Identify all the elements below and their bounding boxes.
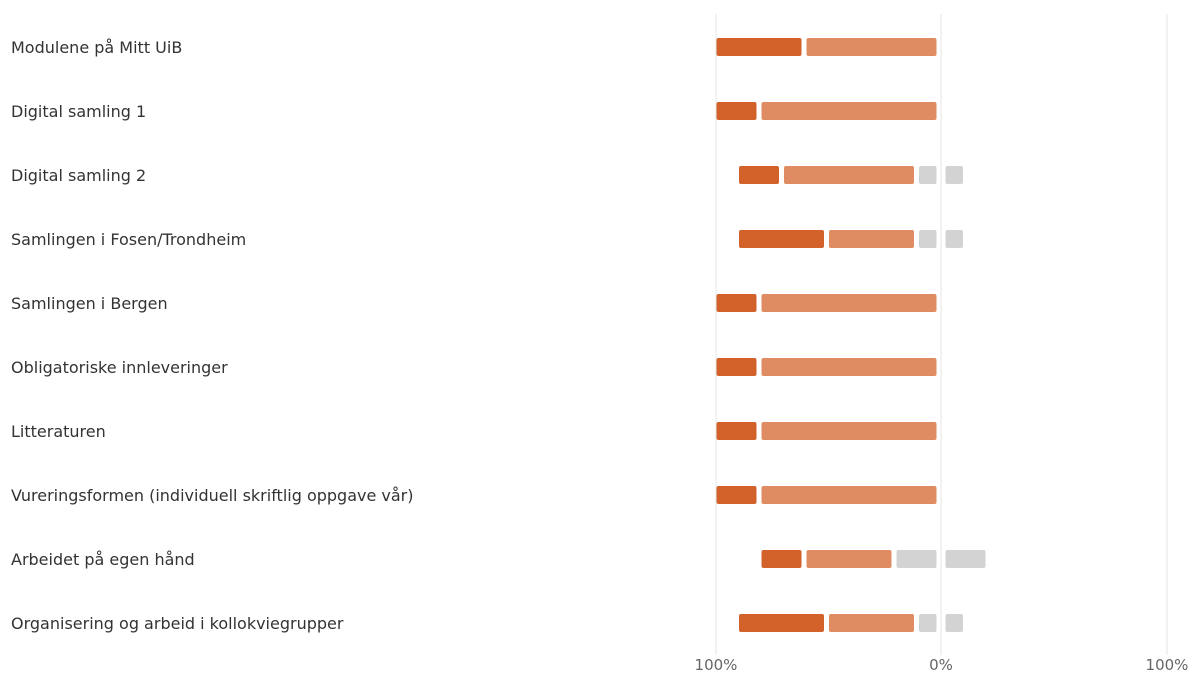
bar-segment <box>761 358 937 376</box>
bar-segment <box>761 550 802 568</box>
bar-segment <box>716 422 757 440</box>
bar-segment <box>716 358 757 376</box>
x-tick-labels: 100% 0% 100% <box>695 656 1189 674</box>
x-tick-label: 100% <box>1146 656 1189 674</box>
category-label: Obligatoriske innleveringer <box>11 358 228 377</box>
category-label: Modulene på Mitt UiB <box>11 38 182 57</box>
bar-segment <box>716 102 757 120</box>
bar-segment <box>739 166 779 184</box>
bar-segment <box>896 550 937 568</box>
bar-segment <box>739 614 824 632</box>
bars <box>716 38 986 632</box>
category-label: Samlingen i Fosen/Trondheim <box>11 230 246 249</box>
category-labels: Modulene på Mitt UiB Digital samling 1 Dig… <box>11 38 414 633</box>
bar-segment <box>716 38 802 56</box>
category-label: Litteraturen <box>11 422 106 441</box>
bar-segment <box>919 230 937 248</box>
bar-segment <box>739 230 824 248</box>
bar-segment <box>919 166 937 184</box>
bar-segment <box>761 102 937 120</box>
category-label: Arbeidet på egen hånd <box>11 550 195 569</box>
category-label: Digital samling 2 <box>11 166 146 185</box>
category-label: Samlingen i Bergen <box>11 294 168 313</box>
bar-segment <box>761 294 937 312</box>
bar-segment <box>945 230 963 248</box>
x-tick-label: 0% <box>929 656 953 674</box>
bar-segment <box>945 550 986 568</box>
bar-segment <box>829 614 914 632</box>
category-label: Digital samling 1 <box>11 102 146 121</box>
bar-segment <box>945 614 963 632</box>
category-label: Vureringsformen (individuell skriftlig o… <box>11 486 414 505</box>
bar-segment <box>761 486 937 504</box>
bar-segment <box>716 486 757 504</box>
bar-segment <box>829 230 914 248</box>
bar-segment <box>806 38 937 56</box>
bar-segment <box>806 550 892 568</box>
category-label: Organisering og arbeid i kollokviegruppe… <box>11 614 344 633</box>
bar-segment <box>919 614 937 632</box>
x-tick-label: 100% <box>695 656 738 674</box>
bar-segment <box>945 166 963 184</box>
bar-segment <box>716 294 757 312</box>
bar-segment <box>784 166 914 184</box>
gridlines <box>715 14 1168 655</box>
bar-segment <box>761 422 937 440</box>
